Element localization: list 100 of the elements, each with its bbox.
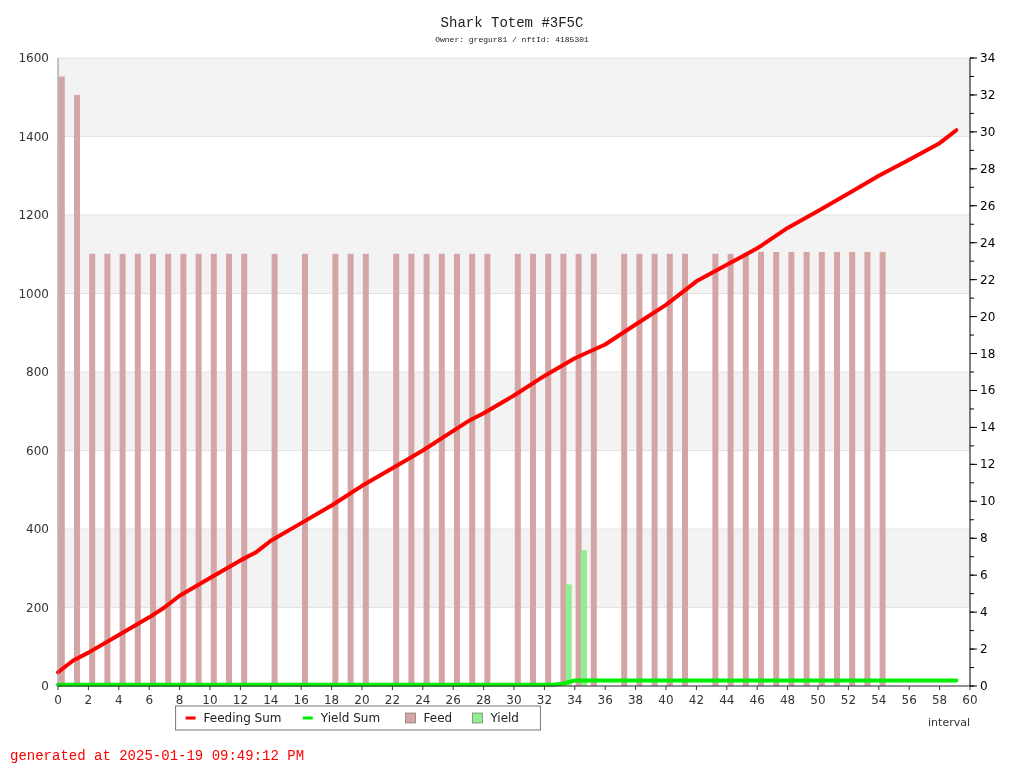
y2-tick-label: 8 (980, 531, 988, 546)
bar (682, 253, 688, 686)
bar (484, 253, 491, 686)
x-tick-label: 58 (931, 693, 948, 707)
x-tick-label: 46 (749, 693, 765, 707)
bar (788, 251, 795, 686)
bar (226, 253, 232, 686)
x-tick-label: 8 (175, 693, 184, 707)
bar (803, 251, 810, 686)
bar (104, 253, 111, 686)
bar (150, 253, 156, 686)
y2-tick-label: 14 (980, 420, 996, 435)
bar (666, 253, 673, 686)
bar (545, 253, 552, 686)
bar (58, 76, 65, 686)
chart-subtitle: Owner: gregur81 / nftId: 4185301 (435, 35, 590, 44)
bar (590, 253, 597, 686)
x-tick-label: 16 (293, 693, 309, 707)
bar (864, 251, 871, 686)
y2-tick-label: 2 (980, 642, 988, 657)
x-tick-label: 6 (145, 693, 154, 707)
bar (758, 251, 764, 686)
bar (636, 253, 643, 686)
legend-label: Yield Sum (319, 711, 381, 725)
x-axis-title: interval (928, 716, 970, 729)
y2-tick-label: 32 (980, 87, 996, 102)
chart-title: Shark Totem #3F5C (440, 15, 584, 31)
bar (818, 251, 825, 686)
x-tick-label: 60 (962, 693, 978, 707)
x-tick-label: 50 (810, 693, 826, 707)
x-tick-label: 4 (114, 693, 123, 707)
y-tick-label: 0 (41, 679, 49, 693)
y-tick-label: 1600 (18, 51, 49, 65)
bar (195, 253, 202, 686)
line-series (56, 128, 959, 675)
y-tick-label: 1200 (18, 208, 49, 222)
y2-tick-label: 12 (980, 457, 996, 472)
y2-tick-label: 18 (980, 346, 996, 361)
x-tick-label: 56 (901, 693, 917, 707)
bar (119, 253, 126, 686)
bar (134, 253, 141, 686)
bar (271, 253, 278, 686)
bar (651, 253, 658, 686)
x-tick-label: 44 (719, 693, 735, 707)
bar (530, 253, 536, 686)
bar (469, 253, 476, 686)
y-tick-label: 600 (26, 443, 49, 458)
bar (165, 253, 172, 686)
bar (438, 253, 445, 686)
bar (575, 253, 582, 686)
x-tick-label: 18 (323, 693, 340, 707)
bar (454, 253, 460, 686)
x-tick-label: 14 (263, 693, 279, 707)
bar (210, 253, 217, 686)
y-tick-label: 1400 (18, 129, 49, 144)
x-tick-label: 30 (506, 693, 522, 707)
x-tick-label: 40 (658, 693, 674, 707)
bar (773, 251, 780, 686)
bar (302, 253, 308, 686)
y-tick-label: 1000 (18, 286, 49, 301)
bar (408, 253, 415, 686)
y2-tick-label: 26 (980, 198, 996, 213)
x-tick-label: 38 (627, 693, 644, 707)
x-tick-label: 0 (54, 693, 62, 707)
x-tick-label: 42 (688, 693, 705, 707)
x-tick-label: 26 (445, 693, 461, 707)
bar (580, 550, 587, 686)
legend-label: Yield (489, 711, 519, 725)
x-tick-label: 24 (415, 693, 431, 707)
x-tick-label: 28 (475, 693, 492, 707)
x-tick-label: 48 (779, 693, 796, 707)
bar (362, 253, 369, 686)
y2-tick-label: 0 (980, 679, 988, 693)
x-tick-label: 34 (567, 693, 583, 707)
bar (565, 584, 572, 686)
x-tick-label: 36 (597, 693, 613, 707)
bar (621, 253, 628, 686)
x-tick-label: 2 (84, 693, 93, 707)
x-tick-label: 12 (232, 693, 249, 707)
bar (514, 253, 521, 686)
y-tick-label: 200 (26, 600, 49, 615)
y2-tick-label: 10 (980, 494, 996, 509)
bar (180, 253, 187, 686)
y2-tick-label: 4 (980, 605, 988, 620)
bar (879, 251, 886, 686)
bar (742, 253, 749, 686)
x-tick-label: 52 (840, 693, 857, 707)
bar (74, 94, 80, 686)
x-tick-label: 22 (384, 693, 401, 707)
text: generated at 2025-01-19 09:49:12 PM (10, 748, 305, 764)
bar (727, 253, 734, 686)
bar (712, 253, 719, 686)
bar (393, 253, 400, 686)
x-tick-label: 20 (354, 693, 370, 707)
x-tick-label: 10 (202, 693, 218, 707)
bar (849, 251, 856, 686)
y2-tick-label: 30 (980, 124, 996, 139)
bar (347, 253, 354, 686)
bar (332, 253, 339, 686)
y2-tick-label: 24 (980, 235, 996, 250)
